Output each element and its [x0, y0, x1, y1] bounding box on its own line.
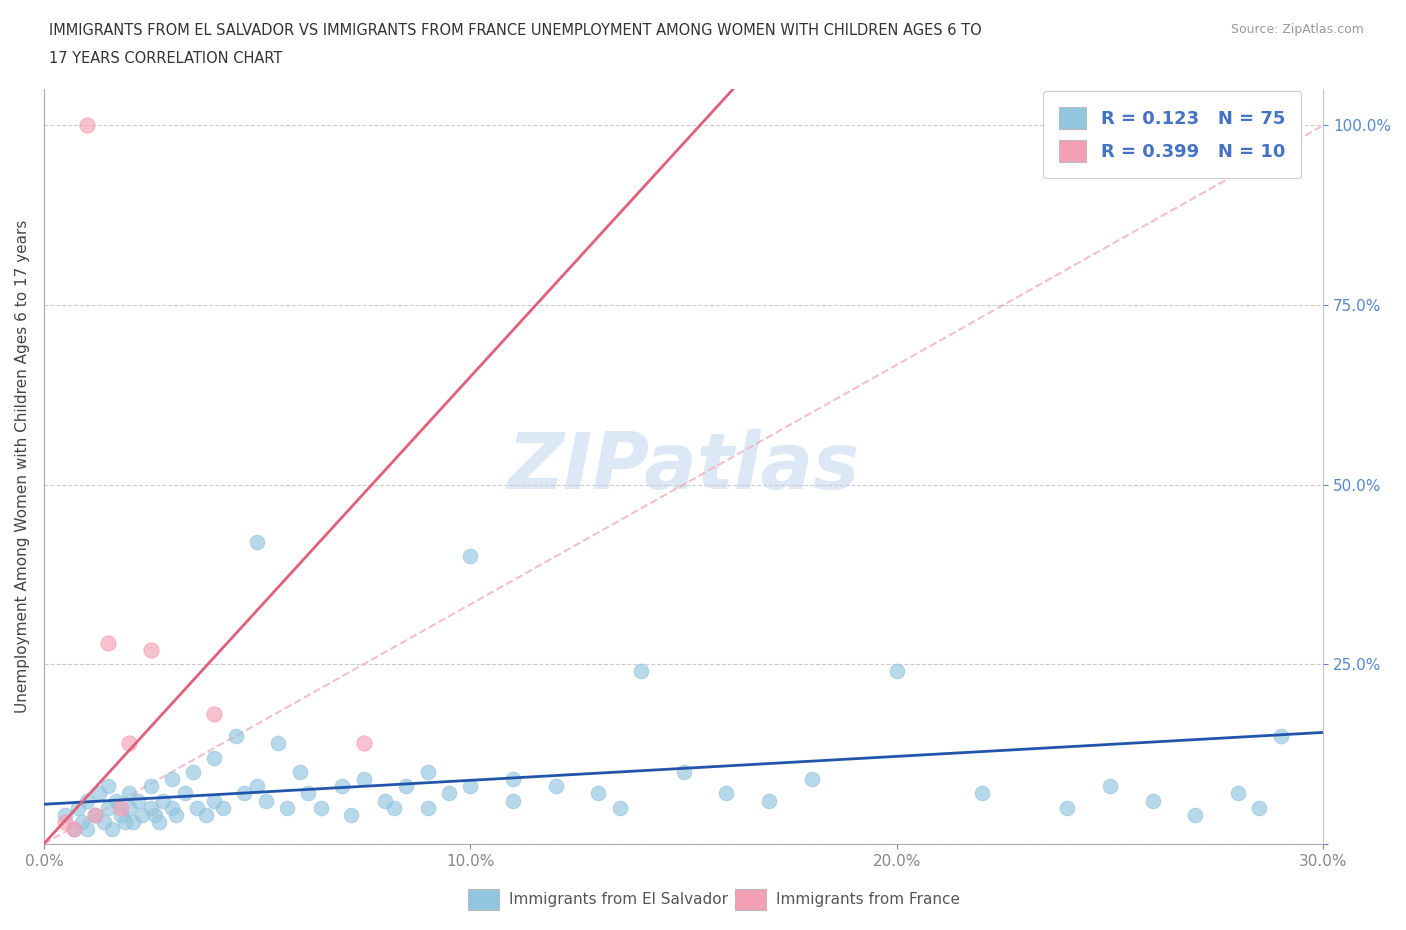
Point [160, 772, 183, 787]
Point [758, 793, 780, 808]
Point [194, 807, 217, 822]
Point [254, 793, 277, 808]
Point [716, 786, 738, 801]
Point [160, 801, 183, 816]
Point [181, 764, 204, 779]
Point [297, 786, 319, 801]
Point [246, 535, 269, 550]
Point [76, 793, 98, 808]
Text: 17 YEARS CORRELATION CHART: 17 YEARS CORRELATION CHART [49, 51, 283, 66]
Point [544, 778, 567, 793]
Point [165, 807, 187, 822]
Point [886, 664, 908, 679]
Point [89, 786, 111, 801]
Point [131, 807, 153, 822]
Point [114, 815, 136, 830]
Point [212, 801, 235, 816]
Point [53, 807, 76, 822]
Point [62, 822, 84, 837]
Point [148, 815, 170, 830]
Point [340, 807, 363, 822]
Text: ZIPatlas: ZIPatlas [508, 429, 859, 505]
Point [460, 778, 482, 793]
Point [353, 736, 375, 751]
Point [97, 778, 120, 793]
Point [416, 764, 439, 779]
Point [139, 643, 162, 658]
Point [204, 793, 226, 808]
Point [76, 822, 98, 837]
Point [204, 751, 226, 765]
Point [1227, 786, 1250, 801]
Point [374, 793, 396, 808]
Point [225, 728, 247, 743]
Point [53, 815, 76, 830]
Point [127, 793, 149, 808]
Point [416, 801, 439, 816]
Point [186, 801, 208, 816]
Point [972, 786, 994, 801]
Point [62, 822, 84, 837]
Point [152, 793, 174, 808]
Point [353, 772, 375, 787]
Point [630, 664, 652, 679]
Text: Source: ZipAtlas.com: Source: ZipAtlas.com [1230, 23, 1364, 36]
Point [101, 822, 124, 837]
Point [288, 764, 311, 779]
Point [97, 635, 120, 650]
Point [110, 801, 132, 816]
Point [395, 778, 418, 793]
Point [1142, 793, 1164, 808]
Point [588, 786, 610, 801]
Point [76, 118, 98, 133]
Point [1270, 728, 1292, 743]
Point [118, 736, 141, 751]
Point [502, 793, 524, 808]
Point [105, 793, 128, 808]
Point [267, 736, 290, 751]
Text: IMMIGRANTS FROM EL SALVADOR VS IMMIGRANTS FROM FRANCE UNEMPLOYMENT AMONG WOMEN W: IMMIGRANTS FROM EL SALVADOR VS IMMIGRANT… [49, 23, 981, 38]
Point [502, 772, 524, 787]
Point [143, 807, 166, 822]
Point [118, 786, 141, 801]
Point [84, 807, 107, 822]
Point [84, 807, 107, 822]
Point [672, 764, 695, 779]
Point [93, 815, 115, 830]
Point [1249, 801, 1271, 816]
Point [800, 772, 823, 787]
Point [110, 807, 132, 822]
Point [233, 786, 256, 801]
Point [139, 801, 162, 816]
Point [66, 801, 89, 816]
Point [139, 778, 162, 793]
Point [609, 801, 631, 816]
Point [1056, 801, 1078, 816]
Point [204, 707, 226, 722]
Legend: R = 0.123   N = 75, R = 0.399   N = 10: R = 0.123 N = 75, R = 0.399 N = 10 [1043, 91, 1302, 179]
Y-axis label: Unemployment Among Women with Children Ages 6 to 17 years: Unemployment Among Women with Children A… [15, 219, 30, 713]
Point [246, 778, 269, 793]
Point [1184, 807, 1206, 822]
Point [437, 786, 460, 801]
Point [72, 815, 94, 830]
Point [118, 801, 141, 816]
Point [332, 778, 354, 793]
Point [97, 801, 120, 816]
Text: Immigrants from France: Immigrants from France [776, 892, 960, 907]
Point [1099, 778, 1122, 793]
Point [122, 815, 145, 830]
Point [173, 786, 195, 801]
Point [309, 801, 332, 816]
Text: Immigrants from El Salvador: Immigrants from El Salvador [509, 892, 728, 907]
Point [276, 801, 298, 816]
Point [382, 801, 405, 816]
Point [460, 549, 482, 564]
